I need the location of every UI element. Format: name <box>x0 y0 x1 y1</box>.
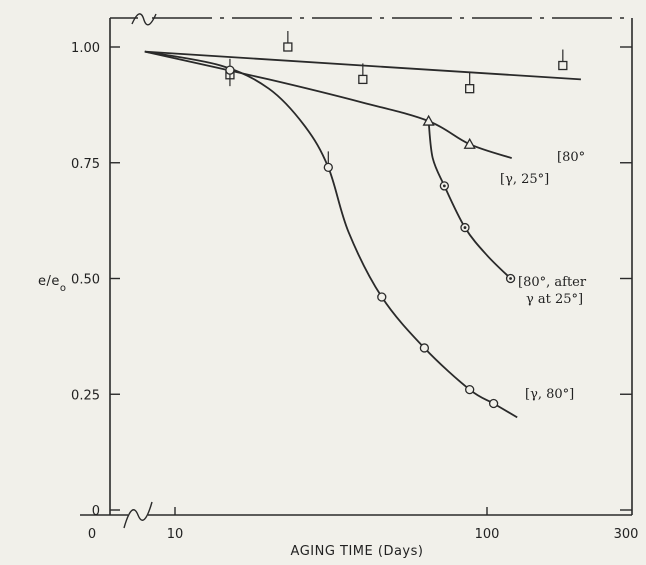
series-3-point-3 <box>419 343 430 353</box>
series-3-label-line-0: [γ, 80°] <box>525 387 574 402</box>
x-tick-label-origin: 0 <box>88 527 96 542</box>
series-0-point-1 <box>283 42 293 52</box>
series-0-point-4 <box>558 60 568 71</box>
x-tick-label-1: 100 <box>475 527 500 542</box>
series-2-label: [80°, after γ at 25°] <box>518 275 587 307</box>
plot-frame <box>80 13 633 529</box>
series-0-point-2 <box>358 74 368 85</box>
series-1-label: [γ, 25°] <box>500 172 549 187</box>
top-axis-break <box>131 13 157 26</box>
series-3-point-5 <box>488 398 499 409</box>
series-2-label-line-1: γ at 25°] <box>526 292 583 307</box>
series-1-curve <box>144 50 512 159</box>
series-1-point-1 <box>463 137 476 149</box>
series-2-curve <box>427 120 512 280</box>
series-2-point-1-dot <box>463 226 467 229</box>
y-axis: 0 0.25 0.50 0.75 1.00 <box>71 41 632 519</box>
x-tick-label-2: 300 <box>614 527 639 542</box>
series-labels: [80° [γ, 25°] [80°, after γ at 25°] [γ, 80°] <box>500 150 587 402</box>
y-axis-title: e/eo <box>38 274 67 294</box>
x-tick-label-0: 10 <box>167 527 184 542</box>
series-2-point-0-dot <box>442 184 446 188</box>
y-tick-label-4: 1.00 <box>71 41 100 56</box>
y-tick-label-2: 0.50 <box>71 273 100 288</box>
y-tick-label-1: 0.25 <box>71 388 100 403</box>
series-1-label-line-0: [γ, 25°] <box>500 172 549 187</box>
series-points <box>225 31 568 409</box>
y-tick-label-0: 0 <box>92 504 100 519</box>
series-3-point-4 <box>465 384 475 395</box>
series-3-label: [γ, 80°] <box>525 387 574 402</box>
x-axis-title: AGING TIME (Days) <box>291 544 424 559</box>
series-0-label: [80° <box>557 150 585 165</box>
series-3-curve <box>144 50 518 419</box>
series-2-point-2-dot <box>509 277 512 280</box>
series-3-point-1 <box>323 162 333 173</box>
x-axis: 0 10 100 300 <box>88 507 639 542</box>
series-curves <box>144 50 581 419</box>
series-3-point-2 <box>377 292 387 302</box>
series-2-label-line-0: [80°, after <box>518 275 587 290</box>
series-3-point-0 <box>225 65 235 75</box>
series-0-label-line-0: [80° <box>557 150 585 165</box>
series-0-point-3 <box>465 84 475 94</box>
bottom-axis-break <box>123 501 153 529</box>
y-tick-label-3: 0.75 <box>71 157 100 172</box>
series-1-point-0 <box>422 114 435 126</box>
